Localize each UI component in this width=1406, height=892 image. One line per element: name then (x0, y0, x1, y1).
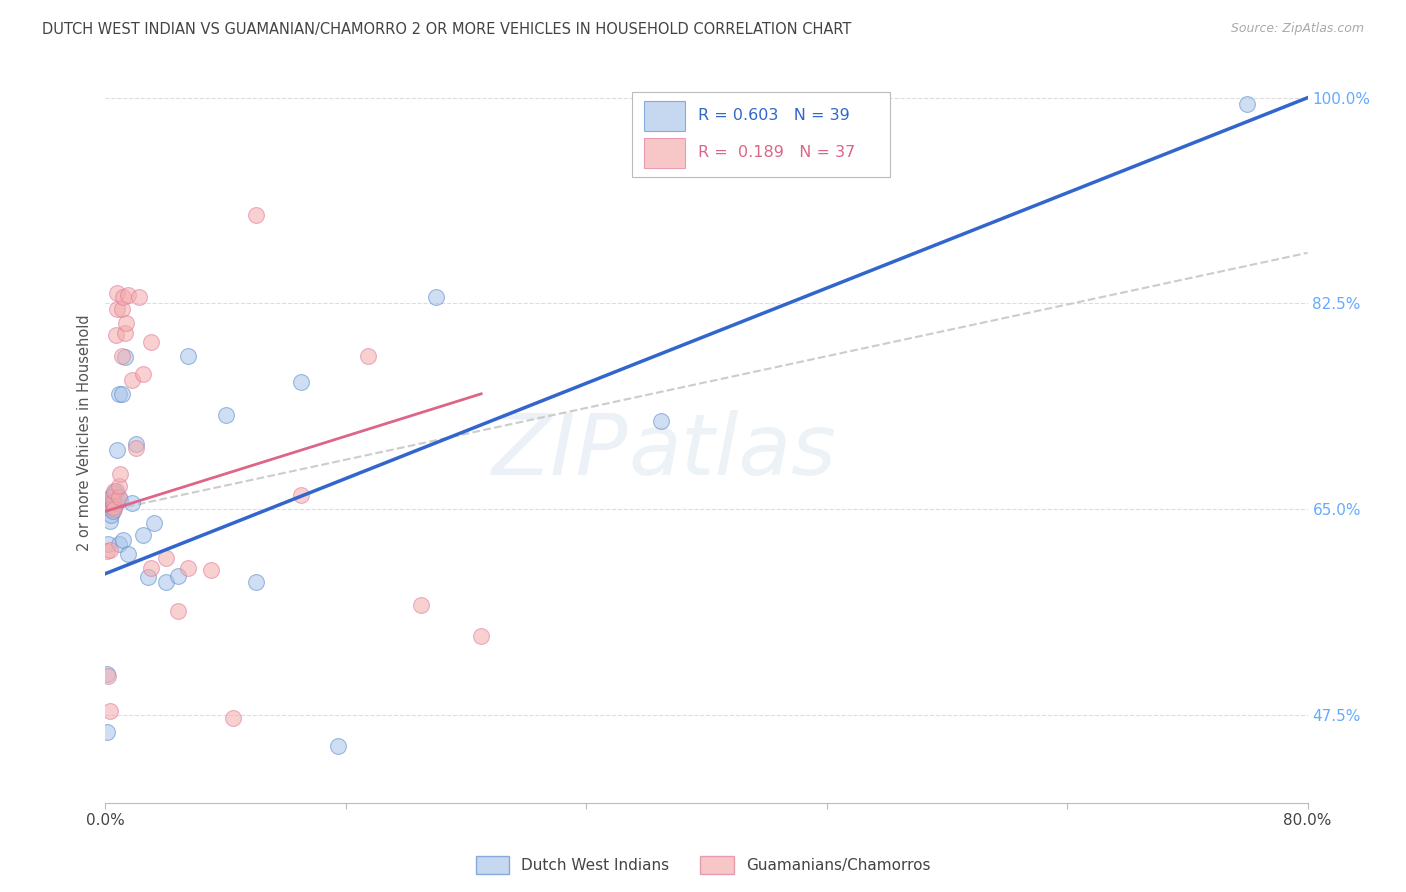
Point (357, 349, 380, 363)
Point (177, 349, 200, 363)
Point (98, 704, 121, 718)
Point (222, 711, 245, 725)
Point (101, 495, 124, 509)
Point (214, 408, 236, 422)
Text: R = 0.603   N = 39: R = 0.603 N = 39 (699, 108, 849, 123)
Point (328, 739, 350, 754)
Point (108, 537, 131, 551)
Point (110, 467, 132, 481)
Point (117, 288, 139, 302)
FancyBboxPatch shape (644, 101, 685, 130)
Point (290, 488, 312, 502)
Point (107, 302, 129, 317)
Text: Source: ZipAtlas.com: Source: ZipAtlas.com (1230, 22, 1364, 36)
Point (245, 208, 267, 222)
Point (98, 514, 121, 528)
Point (107, 492, 129, 507)
Point (166, 569, 188, 583)
Point (100, 508, 122, 522)
Point (200, 563, 222, 577)
Text: ZIP: ZIP (492, 409, 628, 492)
Point (177, 561, 200, 575)
Point (96, 725, 118, 739)
Point (425, 290, 447, 304)
Point (166, 604, 188, 618)
Point (108, 490, 131, 504)
Point (111, 302, 134, 317)
Point (470, 629, 492, 643)
Point (136, 570, 159, 584)
Point (117, 547, 139, 561)
Point (107, 285, 129, 300)
Point (111, 349, 134, 363)
Point (108, 387, 131, 401)
Legend: Dutch West Indians, Guamanians/Chamorros: Dutch West Indians, Guamanians/Chamorros (470, 850, 936, 880)
Point (96, 544, 118, 558)
Point (111, 387, 134, 401)
Point (115, 316, 138, 330)
Point (107, 443, 129, 458)
Y-axis label: 2 or more Vehicles in Household: 2 or more Vehicles in Household (77, 314, 93, 551)
Point (155, 551, 177, 566)
Point (101, 497, 124, 511)
Point (121, 373, 143, 387)
Point (103, 502, 125, 516)
Point (97, 669, 120, 683)
Point (128, 290, 150, 304)
Point (100, 490, 122, 504)
Point (121, 496, 143, 510)
FancyBboxPatch shape (644, 138, 685, 168)
Point (132, 367, 155, 381)
Point (103, 484, 125, 499)
Text: DUTCH WEST INDIAN VS GUAMANIAN/CHAMORRO 2 OR MORE VEHICLES IN HOUSEHOLD CORRELAT: DUTCH WEST INDIAN VS GUAMANIAN/CHAMORRO … (42, 22, 852, 37)
Point (100, 490, 122, 504)
Text: R =  0.189   N = 37: R = 0.189 N = 37 (699, 145, 855, 161)
Point (112, 533, 135, 547)
Point (290, 375, 312, 389)
Point (139, 561, 162, 575)
Point (142, 516, 165, 530)
Point (108, 478, 131, 492)
Point (96, 666, 118, 681)
Point (114, 326, 136, 340)
Point (1236, 96, 1258, 111)
Point (104, 484, 127, 499)
Point (103, 485, 125, 500)
Text: atlas: atlas (628, 409, 837, 492)
Point (132, 528, 155, 542)
Point (101, 504, 124, 518)
Point (110, 492, 132, 507)
Point (98, 502, 121, 516)
FancyBboxPatch shape (631, 92, 890, 178)
Point (409, 599, 432, 613)
Point (245, 574, 267, 589)
Point (103, 492, 125, 507)
Point (139, 335, 162, 350)
Point (124, 437, 146, 451)
Point (101, 500, 124, 514)
Point (124, 441, 146, 455)
Point (104, 496, 127, 510)
Point (112, 290, 135, 304)
Point (98, 543, 121, 558)
Point (155, 574, 177, 589)
Point (104, 328, 127, 343)
Point (103, 500, 125, 514)
Point (101, 490, 124, 504)
Point (650, 414, 672, 428)
Point (114, 351, 136, 365)
Point (97, 537, 120, 551)
